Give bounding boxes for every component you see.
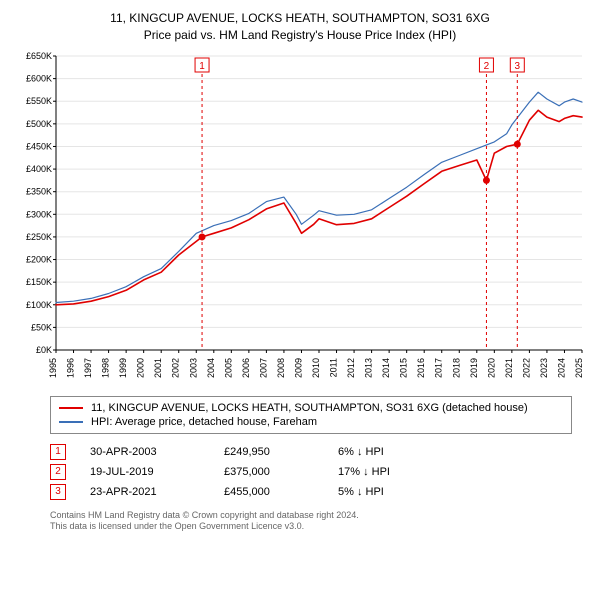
sale-hpi-delta: 17% ↓ HPI xyxy=(338,466,428,478)
sale-price: £249,950 xyxy=(224,446,314,458)
svg-text:£600K: £600K xyxy=(26,73,52,83)
svg-text:2010: 2010 xyxy=(311,358,321,378)
svg-text:2022: 2022 xyxy=(521,358,531,378)
svg-text:£450K: £450K xyxy=(26,141,52,151)
svg-text:2000: 2000 xyxy=(136,358,146,378)
svg-text:1: 1 xyxy=(199,61,205,72)
sales-row: 1 30-APR-2003 £249,950 6% ↓ HPI xyxy=(50,442,572,462)
svg-text:2013: 2013 xyxy=(364,358,374,378)
sale-date: 19-JUL-2019 xyxy=(90,466,200,478)
svg-text:2001: 2001 xyxy=(153,358,163,378)
svg-text:£650K: £650K xyxy=(26,51,52,61)
svg-text:1995: 1995 xyxy=(48,358,58,378)
svg-text:2015: 2015 xyxy=(399,358,409,378)
svg-text:£300K: £300K xyxy=(26,209,52,219)
svg-text:£500K: £500K xyxy=(26,118,52,128)
svg-text:2024: 2024 xyxy=(556,358,566,378)
svg-text:2016: 2016 xyxy=(416,358,426,378)
svg-text:2018: 2018 xyxy=(451,358,461,378)
svg-text:1997: 1997 xyxy=(83,358,93,378)
svg-text:2004: 2004 xyxy=(206,358,216,378)
sale-marker-badge: 2 xyxy=(50,464,66,480)
svg-text:2003: 2003 xyxy=(188,358,198,378)
legend: 11, KINGCUP AVENUE, LOCKS HEATH, SOUTHAM… xyxy=(50,396,572,434)
legend-label: 11, KINGCUP AVENUE, LOCKS HEATH, SOUTHAM… xyxy=(91,402,528,414)
svg-text:£50K: £50K xyxy=(31,322,52,332)
svg-text:1996: 1996 xyxy=(66,358,76,378)
chart-title: 11, KINGCUP AVENUE, LOCKS HEATH, SOUTHAM… xyxy=(10,10,590,44)
footer-attribution: Contains HM Land Registry data © Crown c… xyxy=(50,510,572,533)
sale-marker-badge: 1 xyxy=(50,444,66,460)
sales-row: 3 23-APR-2021 £455,000 5% ↓ HPI xyxy=(50,482,572,502)
chart-container: £0K £50K £100K £150K £200K £250K £300K £350K £40… xyxy=(10,50,590,390)
svg-text:2020: 2020 xyxy=(486,358,496,378)
sale-date: 23-APR-2021 xyxy=(90,486,200,498)
footer-line-2: This data is licensed under the Open Gov… xyxy=(50,521,572,533)
legend-swatch xyxy=(59,421,83,423)
sale-marker-badge: 3 xyxy=(50,484,66,500)
sale-hpi-delta: 5% ↓ HPI xyxy=(338,486,428,498)
svg-text:2008: 2008 xyxy=(276,358,286,378)
sales-row: 2 19-JUL-2019 £375,000 17% ↓ HPI xyxy=(50,462,572,482)
svg-text:2012: 2012 xyxy=(346,358,356,378)
svg-text:3: 3 xyxy=(515,61,521,72)
svg-text:£0K: £0K xyxy=(36,345,52,355)
title-line-1: 11, KINGCUP AVENUE, LOCKS HEATH, SOUTHAM… xyxy=(10,10,590,27)
svg-text:1999: 1999 xyxy=(118,358,128,378)
sales-table: 1 30-APR-2003 £249,950 6% ↓ HPI 2 19-JUL-2019… xyxy=(50,442,572,502)
legend-swatch xyxy=(59,407,83,409)
svg-text:1998: 1998 xyxy=(101,358,111,378)
svg-text:£150K: £150K xyxy=(26,277,52,287)
svg-text:£550K: £550K xyxy=(26,96,52,106)
price-chart: £0K £50K £100K £150K £200K £250K £300K £350K £40… xyxy=(10,50,590,390)
svg-text:2: 2 xyxy=(484,61,490,72)
svg-text:2023: 2023 xyxy=(539,358,549,378)
svg-text:2014: 2014 xyxy=(381,358,391,378)
svg-text:2006: 2006 xyxy=(241,358,251,378)
footer-line-1: Contains HM Land Registry data © Crown c… xyxy=(50,510,572,522)
svg-text:£400K: £400K xyxy=(26,164,52,174)
legend-item: HPI: Average price, detached house, Fare… xyxy=(59,415,563,429)
svg-text:2025: 2025 xyxy=(574,358,584,378)
svg-text:£200K: £200K xyxy=(26,254,52,264)
svg-text:2009: 2009 xyxy=(293,358,303,378)
svg-text:£350K: £350K xyxy=(26,186,52,196)
legend-item: 11, KINGCUP AVENUE, LOCKS HEATH, SOUTHAM… xyxy=(59,401,563,415)
svg-text:2007: 2007 xyxy=(258,358,268,378)
svg-text:2019: 2019 xyxy=(469,358,479,378)
sale-price: £375,000 xyxy=(224,466,314,478)
svg-text:£100K: £100K xyxy=(26,299,52,309)
svg-text:2002: 2002 xyxy=(171,358,181,378)
svg-text:2005: 2005 xyxy=(223,358,233,378)
sale-price: £455,000 xyxy=(224,486,314,498)
sale-hpi-delta: 6% ↓ HPI xyxy=(338,446,428,458)
sale-date: 30-APR-2003 xyxy=(90,446,200,458)
title-line-2: Price paid vs. HM Land Registry's House … xyxy=(10,27,590,44)
svg-text:2011: 2011 xyxy=(329,358,339,377)
legend-label: HPI: Average price, detached house, Fare… xyxy=(91,416,317,428)
svg-text:£250K: £250K xyxy=(26,232,52,242)
svg-text:2021: 2021 xyxy=(504,358,514,378)
svg-text:2017: 2017 xyxy=(434,358,444,378)
